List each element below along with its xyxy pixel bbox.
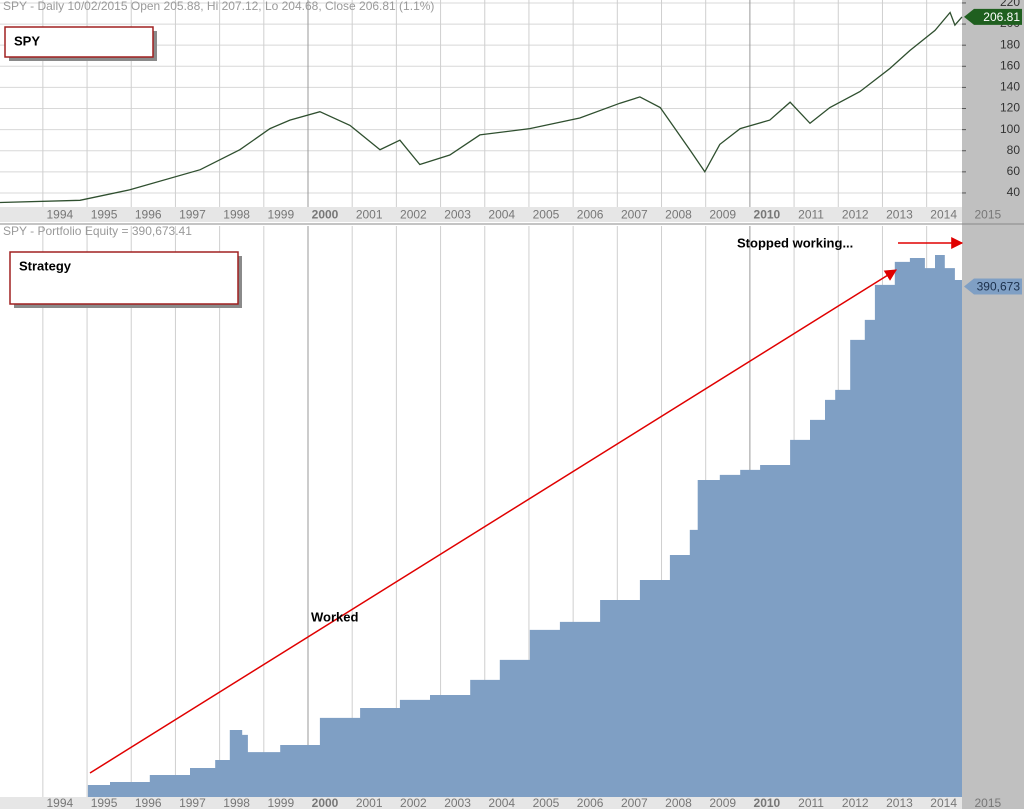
y-tick-label: 160 [1000,58,1020,72]
x-axis-strip [0,797,962,809]
y-tick-label: 60 [1007,164,1021,178]
y-tick-label: 100 [1000,122,1020,136]
legend-text: Strategy [19,258,72,273]
price-line [0,11,963,204]
x-tick-label: 1995 [91,796,118,809]
x-tick-label: 1999 [267,208,294,222]
x-tick-label: 2015 [974,208,1001,222]
equity-area [87,255,962,797]
x-axis-strip [0,207,962,222]
y-tick-label: 220 [1000,0,1020,9]
x-tick-label: 2014 [930,208,957,222]
legend-box [9,251,239,305]
y-tick-label: 40 [1007,185,1021,199]
x-tick-label: 2014 [930,796,957,809]
x-tick-label: 2001 [356,208,383,222]
x-tick-label: 2011 [798,796,824,809]
x-tick-label: 2002 [400,796,427,809]
x-tick-label: 1997 [179,208,206,222]
x-tick-label: 1994 [47,208,74,222]
x-tick-label: 1994 [47,796,74,809]
x-tick-label: 1996 [135,796,162,809]
x-tick-label: 2006 [577,208,604,222]
x-tick-label: 2000 [312,796,339,809]
x-tick-label: 2000 [312,208,339,222]
x-tick-label: 1995 [91,208,118,222]
legend-text: SPY [14,33,40,48]
x-tick-label: 2005 [533,208,560,222]
y-tick-label: 80 [1007,143,1021,157]
last-value-label: 390,673 [977,280,1021,294]
x-tick-label: 2007 [621,208,648,222]
panel-header: SPY - Portfolio Equity = 390,673.41 [3,224,192,238]
last-value-tag [964,278,1022,295]
x-tick-label: 1998 [223,208,250,222]
y-tick-label: 140 [1000,80,1020,94]
x-tick-label: 2002 [400,208,427,222]
x-tick-label: 2008 [665,796,692,809]
x-tick-label: 2010 [754,796,781,809]
x-tick-label: 2011 [798,208,824,222]
legend-box [4,26,154,58]
x-tick-label: 2003 [444,208,471,222]
x-tick-label: 1998 [223,796,250,809]
x-tick-label: 2006 [577,796,604,809]
y-tick-label: 180 [1000,37,1020,51]
x-tick-label: 2010 [754,208,781,222]
last-value-label: 206.81 [983,10,1020,24]
x-tick-label: 2008 [665,208,692,222]
x-tick-label: 2003 [444,796,471,809]
arrow-worked [89,269,898,774]
x-tick-label: 2005 [533,796,560,809]
x-tick-label: 2001 [356,796,383,809]
x-tick-label: 1996 [135,208,162,222]
x-tick-label: 2009 [709,796,736,809]
x-tick-label: 2015 [974,796,1001,809]
x-tick-label: 2012 [842,796,869,809]
x-tick-label: 2004 [488,208,515,222]
x-tick-label: 2013 [886,796,913,809]
right-axis-strip [962,0,1024,809]
x-tick-label: 1997 [179,796,206,809]
x-tick-label: 1999 [267,796,294,809]
x-tick-label: 2012 [842,208,869,222]
x-tick-label: 2013 [886,208,913,222]
last-value-tag [964,8,1022,25]
y-tick-label: 120 [1000,101,1020,115]
x-tick-label: 2004 [488,796,515,809]
x-tick-label: 2009 [709,208,736,222]
annotation: Worked [311,609,358,624]
panel-header: SPY - Daily 10/02/2015 Open 205.88, Hi 2… [3,0,434,13]
annotation: Stopped working... [737,235,853,250]
x-tick-label: 2007 [621,796,648,809]
